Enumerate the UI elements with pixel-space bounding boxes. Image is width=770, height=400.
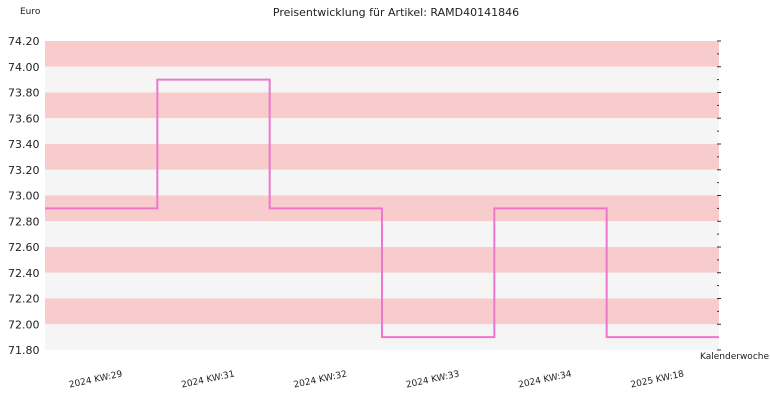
y-tick-label: 72.40 — [8, 267, 40, 280]
y-tick-label: 72.20 — [8, 293, 40, 306]
y-tick-label: 73.40 — [8, 138, 40, 151]
x-tick-label: 2024 KW:33 — [405, 370, 460, 391]
x-tick-label: 2024 KW:29 — [68, 369, 123, 390]
y-tick-label: 74.00 — [8, 61, 40, 74]
grid-band — [45, 41, 719, 67]
y-tick-label: 72.80 — [8, 215, 40, 228]
y-tick-label: 72.60 — [8, 241, 40, 254]
x-axis-label: Kalenderwoche — [700, 352, 769, 362]
x-tick-label: 2025 KW:18 — [630, 369, 685, 390]
x-tick-label: 2024 KW:32 — [293, 370, 348, 391]
grid-band — [45, 169, 719, 196]
y-tick-label: 71.80 — [8, 344, 40, 357]
y-tick-label: 73.20 — [8, 164, 40, 177]
chart-title: Preisentwicklung für Artikel: RAMD401418… — [273, 6, 519, 19]
y-tick-label: 73.80 — [8, 87, 40, 100]
x-tick-labels: 2024 KW:29 2024 KW:31 2024 KW:32 2024 KW:33… — [68, 369, 685, 390]
price-series-line — [45, 78, 719, 339]
x-tick-label: 2024 KW:31 — [181, 370, 236, 391]
y-tick-label: 72.00 — [8, 318, 40, 331]
right-axis-ticks — [717, 40, 721, 351]
grid-band — [45, 92, 719, 119]
y-tick-label: 74.20 — [8, 35, 40, 48]
y-axis-label: Euro — [20, 7, 41, 17]
grid-band — [45, 66, 719, 93]
x-tick-label: 2024 KW:34 — [518, 369, 573, 390]
grid-band — [45, 118, 719, 144]
y-tick-labels: 74.20 74.00 73.80 73.60 73.40 73.20 73.00 72.80… — [8, 35, 40, 357]
grid-band — [45, 144, 719, 170]
y-tick-label: 73.60 — [8, 112, 40, 125]
y-tick-label: 73.00 — [8, 190, 40, 203]
